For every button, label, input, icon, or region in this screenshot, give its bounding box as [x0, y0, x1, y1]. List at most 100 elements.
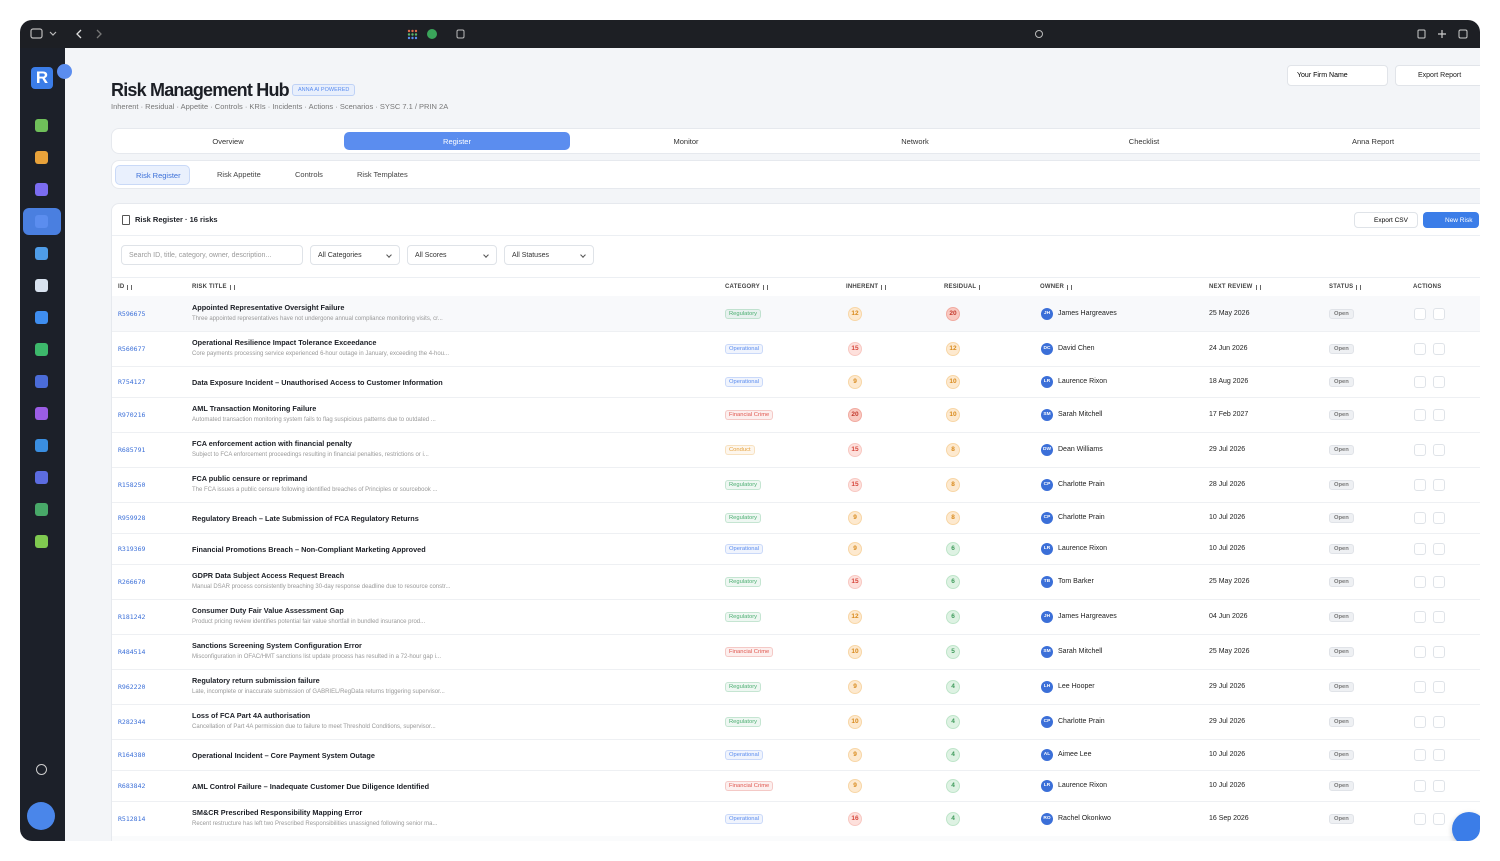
search-input[interactable]: Search ID, title, category, owner, descr… — [121, 245, 303, 265]
user-avatar[interactable] — [27, 802, 55, 830]
nav-icon[interactable] — [35, 183, 48, 196]
score-badge: 8 — [946, 442, 960, 457]
delete-button[interactable] — [1433, 610, 1445, 623]
category-pill: Regulatory — [725, 308, 762, 319]
column-header[interactable]: OWNER — [1040, 278, 1072, 296]
edit-button[interactable] — [1414, 715, 1426, 728]
delete-button[interactable] — [1433, 542, 1445, 555]
risk-id[interactable]: R484514 — [118, 647, 146, 656]
delete-button[interactable] — [1433, 307, 1445, 320]
delete-button[interactable] — [1433, 478, 1445, 491]
chat-button[interactable] — [1452, 812, 1480, 841]
edit-button[interactable] — [1414, 408, 1426, 421]
nav-icon[interactable] — [35, 215, 48, 228]
delete-button[interactable] — [1433, 748, 1445, 761]
edit-button[interactable] — [1414, 478, 1426, 491]
risk-id[interactable]: R164380 — [118, 750, 146, 759]
edit-button[interactable] — [1414, 748, 1426, 761]
edit-button[interactable] — [1414, 812, 1426, 825]
risk-id[interactable]: R560677 — [118, 344, 146, 353]
tab[interactable]: Checklist — [1128, 136, 1160, 146]
risk-id[interactable]: R512814 — [118, 814, 146, 823]
edit-button[interactable] — [1414, 779, 1426, 792]
export-csv[interactable]: Export CSV — [1354, 212, 1418, 228]
edit-button[interactable] — [1414, 375, 1426, 388]
tab[interactable]: Anna Report — [1351, 136, 1395, 146]
sidebar-toggle[interactable] — [57, 64, 72, 79]
tab[interactable]: Register — [344, 132, 570, 150]
edit-button[interactable] — [1414, 542, 1426, 555]
nav-icon[interactable] — [35, 439, 48, 452]
risk-id[interactable]: R282344 — [118, 717, 146, 726]
nav-icon[interactable] — [35, 407, 48, 420]
delete-button[interactable] — [1433, 342, 1445, 355]
nav-icon[interactable] — [35, 247, 48, 260]
nav-icon[interactable] — [35, 311, 48, 324]
delete-button[interactable] — [1433, 680, 1445, 693]
column-header[interactable]: RISK TITLE — [192, 278, 235, 296]
delete-button[interactable] — [1433, 779, 1445, 792]
risk-id[interactable]: R754127 — [118, 377, 146, 386]
nav-icon[interactable] — [35, 343, 48, 356]
risk-description: Three appointed representatives have not… — [192, 315, 443, 322]
edit-button[interactable] — [1414, 443, 1426, 456]
owner-name: Laurence Rixon — [1058, 377, 1108, 385]
column-header[interactable]: ID — [118, 278, 133, 296]
risk-id[interactable]: R596675 — [118, 309, 146, 318]
column-header[interactable]: INHERENT — [846, 278, 887, 296]
subtab[interactable]: Risk Templates — [357, 169, 408, 179]
tab[interactable]: Monitor — [673, 136, 699, 146]
nav-icon[interactable] — [35, 471, 48, 484]
subtab[interactable]: Controls — [295, 169, 323, 179]
risk-id[interactable]: R683842 — [118, 781, 146, 790]
nav-icon[interactable] — [35, 151, 48, 164]
nav-icon[interactable] — [35, 503, 48, 516]
nav-icon[interactable] — [35, 279, 48, 292]
nav-icon[interactable] — [35, 535, 48, 548]
delete-button[interactable] — [1433, 408, 1445, 421]
delete-button[interactable] — [1433, 645, 1445, 658]
delete-button[interactable] — [1433, 443, 1445, 456]
export-report[interactable]: Export Report — [1395, 65, 1480, 86]
risk-id[interactable]: R959928 — [118, 513, 146, 522]
risk-id[interactable]: R962220 — [118, 682, 146, 691]
risk-id[interactable]: R181242 — [118, 612, 146, 621]
firm-select[interactable]: Your Firm Name — [1287, 65, 1388, 86]
risk-id[interactable]: R685791 — [118, 445, 146, 454]
column-header[interactable]: RESIDUAL — [944, 278, 983, 296]
subtab[interactable]: Risk Register — [115, 165, 190, 185]
filter-select[interactable]: All Statuses — [504, 245, 594, 265]
filter-select[interactable]: All Categories — [310, 245, 400, 265]
new-risk[interactable]: New Risk — [1423, 212, 1479, 228]
edit-button[interactable] — [1414, 511, 1426, 524]
tab[interactable]: Overview — [212, 136, 244, 146]
ai-badge: ANNA AI POWERED — [292, 84, 356, 96]
nav-icon[interactable] — [35, 119, 48, 132]
risk-id[interactable]: R970216 — [118, 410, 146, 419]
edit-button[interactable] — [1414, 575, 1426, 588]
column-header[interactable]: CATEGORY — [725, 278, 768, 296]
delete-button[interactable] — [1433, 575, 1445, 588]
risk-id[interactable]: R158250 — [118, 480, 146, 489]
edit-button[interactable] — [1414, 645, 1426, 658]
tab[interactable]: Network — [901, 136, 929, 146]
delete-button[interactable] — [1433, 715, 1445, 728]
theme-toggle[interactable] — [36, 764, 47, 775]
score-badge: 12 — [946, 341, 960, 356]
delete-button[interactable] — [1433, 511, 1445, 524]
score-badge: 5 — [946, 644, 960, 659]
delete-button[interactable] — [1433, 375, 1445, 388]
delete-button[interactable] — [1433, 812, 1445, 825]
edit-button[interactable] — [1414, 342, 1426, 355]
risk-id[interactable]: R266670 — [118, 577, 146, 586]
risk-id[interactable]: R319369 — [118, 544, 146, 553]
column-header[interactable]: STATUS — [1329, 278, 1362, 296]
edit-button[interactable] — [1414, 680, 1426, 693]
subtab[interactable]: Risk Appetite — [217, 169, 261, 179]
filter-select[interactable]: All Scores — [407, 245, 497, 265]
column-header[interactable]: NEXT REVIEW — [1209, 278, 1261, 296]
edit-button[interactable] — [1414, 307, 1426, 320]
risk-description: Late, incomplete or inaccurate submissio… — [192, 688, 445, 695]
nav-icon[interactable] — [35, 375, 48, 388]
edit-button[interactable] — [1414, 610, 1426, 623]
